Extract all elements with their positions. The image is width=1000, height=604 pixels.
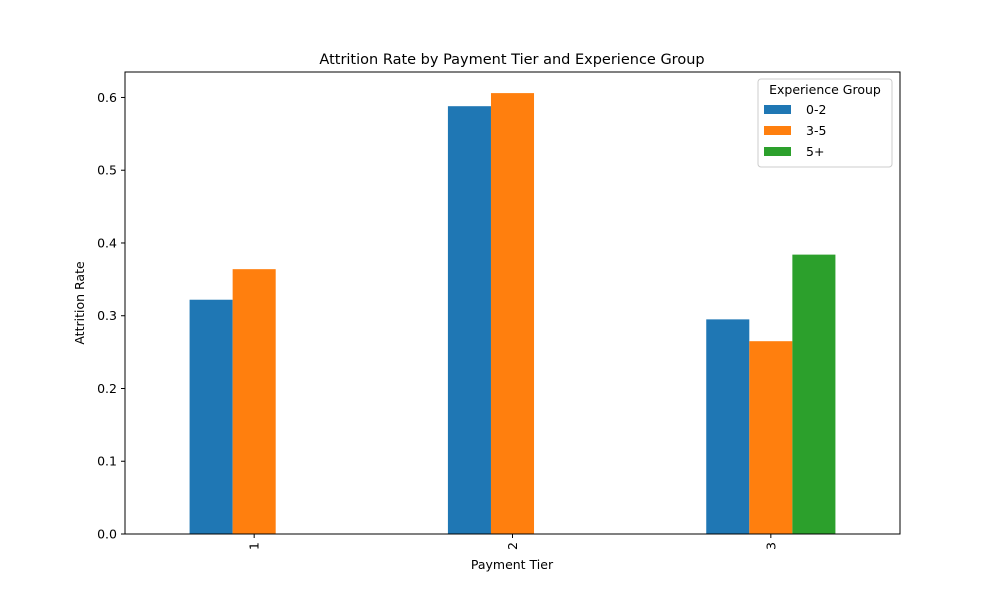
legend: Experience Group 0-2 3-5 5+ xyxy=(757,78,893,168)
x-tick-label: 1 xyxy=(247,542,262,550)
y-tick-label: 0.4 xyxy=(97,235,117,250)
bars-group xyxy=(189,93,836,535)
legend-title: Experience Group xyxy=(769,82,881,97)
legend-box xyxy=(757,78,893,168)
x-tick-label: 3 xyxy=(763,542,778,550)
y-tick-label: 0.0 xyxy=(97,527,117,542)
x-axis: 1 2 3 xyxy=(247,534,778,550)
y-axis-label: Attrition Rate xyxy=(72,261,87,345)
legend-swatch-0-2 xyxy=(764,105,791,114)
plot-frame xyxy=(124,71,901,535)
y-axis: 0.0 0.1 0.2 0.3 0.4 0.5 0.6 xyxy=(97,90,125,542)
legend-label-0-2: 0-2 xyxy=(806,102,826,117)
bar-0-2-tier-1 xyxy=(189,299,233,534)
chart-title: Attrition Rate by Payment Tier and Exper… xyxy=(319,52,704,68)
y-tick-label: 0.2 xyxy=(97,381,117,396)
legend-label-5+: 5+ xyxy=(806,144,824,159)
bar-0-2-tier-3 xyxy=(706,319,750,534)
bar-3-5-tier-3 xyxy=(749,341,793,534)
y-tick-label: 0.1 xyxy=(97,454,117,469)
bar-5+-tier-3 xyxy=(792,254,836,535)
bar-3-5-tier-2 xyxy=(490,93,535,534)
x-axis-label: Payment Tier xyxy=(471,557,554,572)
y-tick-label: 0.3 xyxy=(97,308,117,323)
x-tick-label: 2 xyxy=(505,542,520,550)
legend-label-3-5: 3-5 xyxy=(806,123,826,138)
y-tick-label: 0.5 xyxy=(97,163,117,178)
bar-3-5-tier-1 xyxy=(232,269,276,534)
bar-0-2-tier-2 xyxy=(447,106,491,534)
y-tick-label: 0.6 xyxy=(97,90,117,105)
legend-swatch-5+ xyxy=(764,147,791,156)
legend-swatch-3-5 xyxy=(764,126,791,135)
